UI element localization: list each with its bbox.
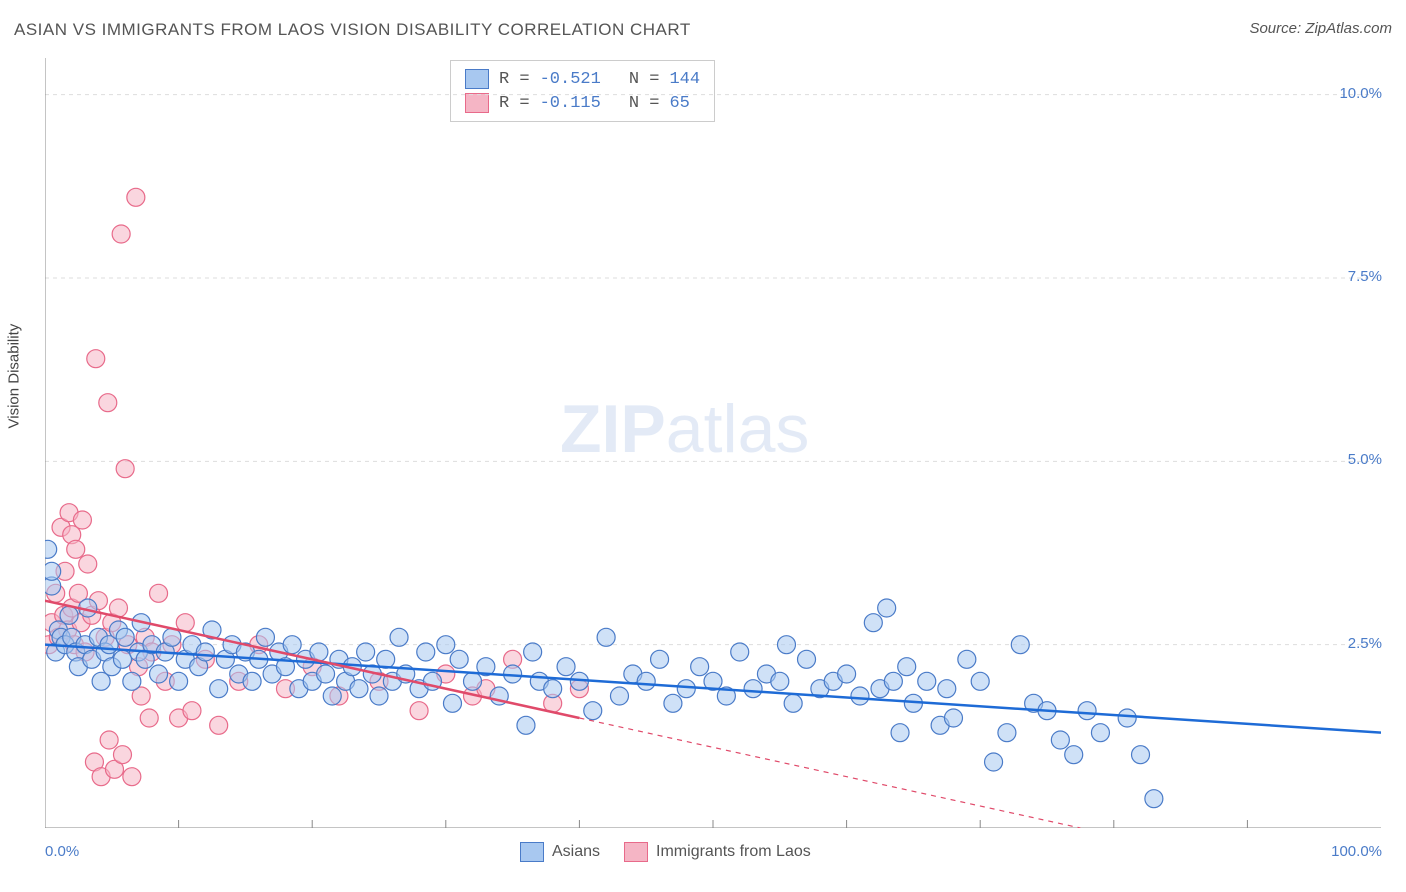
scatter-chart [45,58,1381,828]
legend-label-laos: Immigrants from Laos [656,843,811,861]
y-tick: 10.0% [1339,85,1382,102]
bottom-legend: Asians Immigrants from Laos [520,842,811,862]
legend-swatch-pink [624,842,648,862]
source-attribution: Source: ZipAtlas.com [1249,20,1392,37]
y-tick: 2.5% [1348,635,1382,652]
y-tick: 5.0% [1348,451,1382,468]
y-axis-label: Vision Disability [6,324,23,429]
chart-svg [45,58,1381,828]
legend-item-laos: Immigrants from Laos [624,842,811,862]
x-tick-0: 0.0% [45,843,79,860]
chart-title: ASIAN VS IMMIGRANTS FROM LAOS VISION DIS… [14,20,691,40]
y-tick: 7.5% [1348,268,1382,285]
legend-label-asians: Asians [552,843,600,861]
legend-item-asians: Asians [520,842,600,862]
x-tick-100: 100.0% [1331,843,1382,860]
legend-swatch-blue [520,842,544,862]
